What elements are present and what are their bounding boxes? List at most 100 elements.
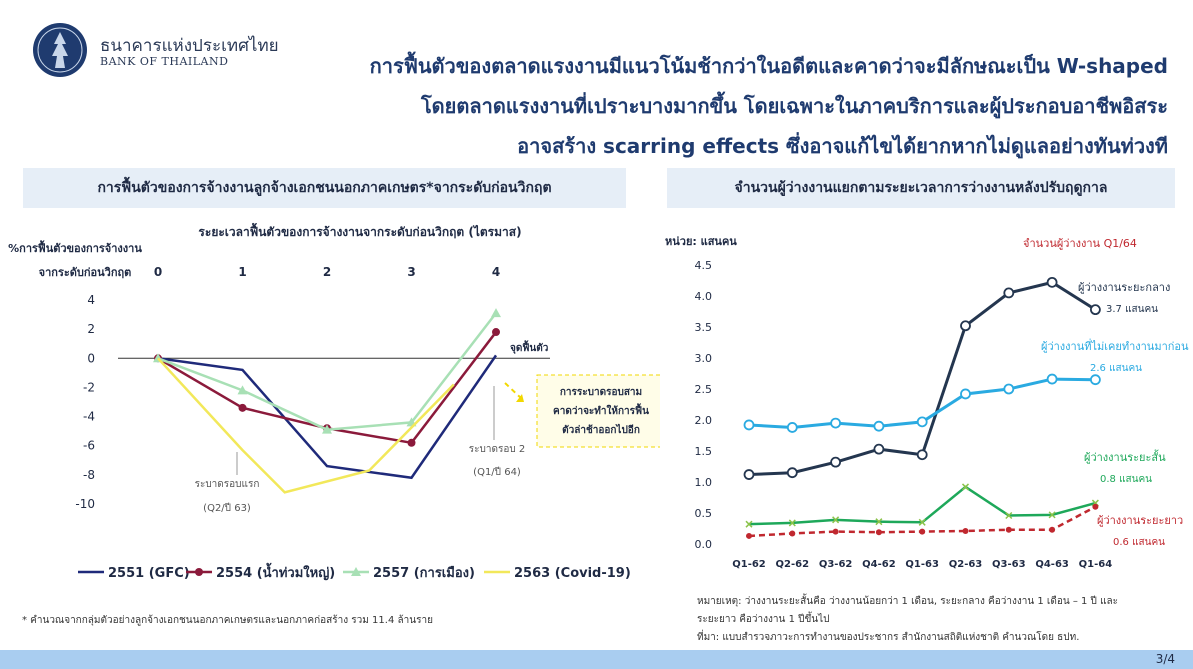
data-point — [1046, 276, 1058, 288]
x-tick-label: Q2-62 — [776, 559, 810, 570]
data-point — [1092, 503, 1099, 510]
note-line-1: หมายเหตุ: ว่างงานระยะสั้นคือ ว่างงานน้อย… — [697, 596, 1119, 607]
data-point — [961, 483, 970, 491]
short-term-value: 0.8 แสนคน — [1100, 474, 1152, 485]
third-wave-arrow — [504, 382, 523, 400]
legend-label: 2554 (น้ำท่วมใหญ่) — [216, 562, 335, 581]
y-tick-label: -4 — [83, 410, 95, 424]
bank-name-english: BANK OF THAILAND — [100, 55, 229, 68]
data-point — [745, 520, 753, 528]
y-tick-label: 4.5 — [695, 259, 713, 272]
y-tick-label: 2 — [87, 322, 95, 336]
x-tick-label: 4 — [492, 265, 500, 279]
data-point — [1049, 526, 1056, 533]
y-tick-label: 4 — [87, 293, 95, 307]
y-tick-label: 2.5 — [695, 383, 713, 396]
recovery-point-label: จุดฟื้นตัว — [510, 340, 549, 354]
y-tick-label: 3.5 — [695, 321, 713, 334]
data-point — [407, 438, 416, 447]
long-term-label: ผู้ว่างงานระยะยาว — [1097, 514, 1183, 527]
y-tick-label: 0 — [87, 351, 95, 365]
y-tick-label: 0.5 — [695, 507, 713, 520]
medium-term-value: 3.7 แสนคน — [1106, 304, 1158, 315]
page-number: 3/4 — [1155, 652, 1175, 666]
series-line — [157, 357, 455, 494]
first-wave-label-2: (Q2/ปี 63) — [203, 502, 251, 514]
data-point — [786, 422, 798, 433]
data-point — [962, 527, 969, 534]
data-point — [919, 528, 926, 535]
employment-recovery-chart: ระยะเวลาฟื้นตัวของการจ้างงานจากระดับก่อน… — [8, 222, 660, 581]
x-tick-label: Q1-62 — [732, 559, 766, 570]
data-point — [830, 417, 842, 429]
never-worked-label: ผู้ว่างงานที่ไม่เคยทำงานมาก่อน — [1041, 338, 1189, 353]
data-point — [743, 469, 755, 480]
data-point — [788, 519, 796, 527]
y-tick-label: -2 — [83, 380, 95, 394]
y-tick-label: 0.0 — [695, 538, 713, 551]
legend-marker — [195, 568, 203, 576]
y-tick-label: 2.0 — [695, 414, 713, 427]
data-point — [916, 416, 928, 428]
y-tick-label: 1.0 — [695, 476, 713, 489]
data-point — [789, 530, 796, 537]
data-point — [1089, 374, 1101, 386]
data-point — [1005, 526, 1012, 533]
headline-line-1: การฟื้นตัวของตลาดแรงงานมีแนวโน้มช้ากว่าใ… — [369, 54, 1168, 78]
left-footnote: * คำนวณจากกลุ่มตัวอย่างลูกจ้างเอกชนนอกภา… — [22, 615, 433, 626]
short-term-label: ผู้ว่างงานระยะสั้น — [1084, 449, 1166, 464]
data-point — [1089, 304, 1101, 316]
third-wave-arrow-head — [516, 394, 524, 402]
data-point — [1005, 511, 1013, 520]
series-line — [748, 280, 1097, 477]
left-panel-title: การฟื้นตัวของการจ้างงานลูกจ้างเอกชนนอกภา… — [23, 168, 626, 208]
x-tick-label: Q4-63 — [1035, 559, 1069, 570]
data-point — [1048, 511, 1056, 519]
data-point — [960, 388, 971, 400]
data-point — [832, 528, 839, 535]
left-y-axis-title-line2: จากระดับก่อนวิกฤต — [39, 266, 132, 279]
data-point — [875, 518, 883, 526]
bank-name-thai: ธนาคารแห่งประเทศไทย — [100, 36, 279, 56]
data-point — [743, 419, 755, 431]
y-tick-label: 3.0 — [695, 352, 713, 365]
x-tick-label: 0 — [154, 265, 162, 279]
third-wave-text-1: การระบาดรอบสาม — [560, 387, 642, 398]
x-tick-label: 3 — [407, 265, 415, 279]
data-point — [492, 328, 500, 337]
data-point — [237, 385, 248, 395]
data-point — [1003, 383, 1015, 395]
second-wave-label-2: (Q1/ปี 64) — [473, 466, 521, 478]
x-tick-label: Q1-64 — [1079, 559, 1113, 570]
x-tick-label: Q3-62 — [819, 559, 853, 570]
data-point — [960, 320, 971, 332]
unit-label: หน่วย: แสนคน — [665, 235, 737, 248]
data-point — [1003, 287, 1015, 299]
left-y-axis-title-line1: %การฟื้นตัวของการจ้างงาน — [8, 240, 142, 255]
third-wave-text-3: ตัวล่าช้าออกไปอีก — [562, 423, 640, 436]
long-term-value: 0.6 แสนคน — [1113, 537, 1165, 548]
right-panel-title: จำนวนผู้ว่างงานแยกตามระยะเวลาการว่างงานห… — [667, 168, 1175, 208]
bank-of-thailand-logo — [33, 23, 87, 77]
second-wave-label-1: ระบาดรอบ 2 — [469, 444, 525, 455]
data-point — [1046, 373, 1058, 385]
third-wave-text-2: คาดว่าจะทำให้การฟื้น — [553, 403, 649, 417]
legend-marker — [351, 567, 361, 576]
note-line-3: ที่มา: แบบสำรวจภาวะการทำงานของประชากร สำ… — [697, 632, 1080, 643]
series-line — [748, 485, 1096, 526]
data-point — [786, 467, 798, 479]
y-tick-label: -10 — [75, 497, 95, 511]
left-x-axis-title: ระยะเวลาฟื้นตัวของการจ้างงานจากระดับก่อน… — [198, 222, 521, 239]
data-point — [916, 449, 928, 461]
data-point — [746, 532, 752, 539]
headline-line-3: อาจสร้าง scarring effects ซึ่งอาจแก้ไขได… — [517, 134, 1168, 158]
headline-line-2: โดยตลาดแรงงานที่เปราะบางมากขึ้น โดยเฉพาะ… — [420, 94, 1168, 118]
data-point — [238, 403, 247, 412]
y-tick-label: -8 — [83, 468, 95, 482]
legend-label: 2563 (Covid-19) — [514, 566, 631, 581]
x-tick-label: Q3-63 — [992, 559, 1026, 570]
series-line — [157, 354, 498, 480]
data-point — [832, 516, 840, 524]
medium-term-label: ผู้ว่างงานระยะกลาง — [1078, 281, 1170, 294]
data-point — [873, 443, 885, 455]
